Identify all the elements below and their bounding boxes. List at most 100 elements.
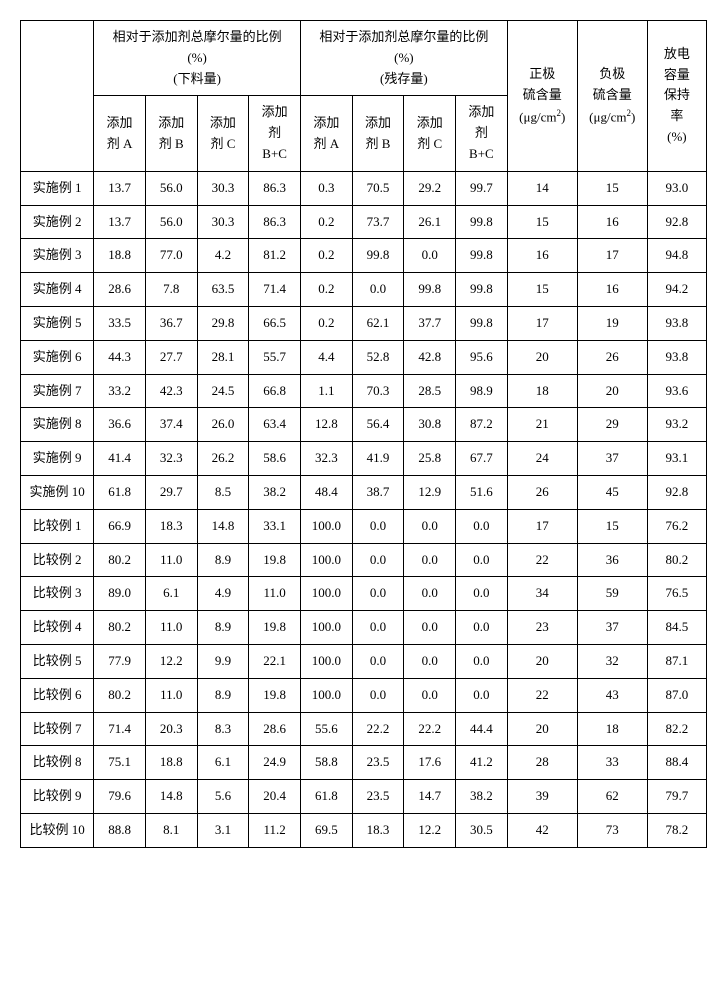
cell-b2: 0.0 xyxy=(352,678,404,712)
cell-neg: 20 xyxy=(577,374,647,408)
col-b2: 添加剂 B xyxy=(352,96,404,171)
cell-neg: 32 xyxy=(577,644,647,678)
cell-b1: 12.2 xyxy=(145,644,197,678)
cell-b1: 56.0 xyxy=(145,171,197,205)
cell-label: 实施例 8 xyxy=(21,408,94,442)
cell-b2: 0.0 xyxy=(352,644,404,678)
cell-bc2: 99.8 xyxy=(456,239,508,273)
cell-b2: 41.9 xyxy=(352,442,404,476)
cell-bc2: 98.9 xyxy=(456,374,508,408)
cell-ret: 94.8 xyxy=(647,239,706,273)
table-row: 比较例 875.118.86.124.958.823.517.641.22833… xyxy=(21,746,707,780)
cell-b2: 18.3 xyxy=(352,813,404,847)
cell-a1: 79.6 xyxy=(94,780,146,814)
cell-label: 实施例 6 xyxy=(21,340,94,374)
cell-b2: 0.0 xyxy=(352,543,404,577)
cell-a1: 33.5 xyxy=(94,306,146,340)
cell-ret: 92.8 xyxy=(647,475,706,509)
cell-a2: 0.2 xyxy=(300,306,352,340)
table-row: 实施例 941.432.326.258.632.341.925.867.7243… xyxy=(21,442,707,476)
cell-c1: 30.3 xyxy=(197,205,249,239)
cell-b2: 70.3 xyxy=(352,374,404,408)
cell-bc2: 38.2 xyxy=(456,780,508,814)
cell-ret: 93.6 xyxy=(647,374,706,408)
cell-a1: 80.2 xyxy=(94,611,146,645)
cell-label: 实施例 4 xyxy=(21,273,94,307)
cell-bc1: 33.1 xyxy=(249,509,301,543)
cell-a1: 13.7 xyxy=(94,171,146,205)
cell-b1: 36.7 xyxy=(145,306,197,340)
cell-pos: 24 xyxy=(507,442,577,476)
cell-bc1: 24.9 xyxy=(249,746,301,780)
cell-bc2: 87.2 xyxy=(456,408,508,442)
cell-bc1: 86.3 xyxy=(249,205,301,239)
cell-bc2: 44.4 xyxy=(456,712,508,746)
table-row: 比较例 280.211.08.919.8100.00.00.00.0223680… xyxy=(21,543,707,577)
cell-pos: 22 xyxy=(507,543,577,577)
table-row: 比较例 389.06.14.911.0100.00.00.00.0345976.… xyxy=(21,577,707,611)
cell-c1: 8.9 xyxy=(197,678,249,712)
neg-header: 负极 硫含量 (μg/cm2) xyxy=(577,21,647,172)
cell-bc1: 38.2 xyxy=(249,475,301,509)
cell-pos: 20 xyxy=(507,712,577,746)
cell-a2: 61.8 xyxy=(300,780,352,814)
cell-ret: 88.4 xyxy=(647,746,706,780)
col-a1: 添加剂 A xyxy=(94,96,146,171)
cell-bc2: 99.8 xyxy=(456,205,508,239)
cell-c1: 4.9 xyxy=(197,577,249,611)
col-bc2: 添加剂B+C xyxy=(456,96,508,171)
cell-b1: 14.8 xyxy=(145,780,197,814)
table-row: 比较例 577.912.29.922.1100.00.00.00.0203287… xyxy=(21,644,707,678)
table-row: 比较例 979.614.85.620.461.823.514.738.23962… xyxy=(21,780,707,814)
cell-ret: 80.2 xyxy=(647,543,706,577)
col-c2: 添加剂 C xyxy=(404,96,456,171)
cell-bc2: 0.0 xyxy=(456,611,508,645)
cell-bc1: 22.1 xyxy=(249,644,301,678)
cell-ret: 93.8 xyxy=(647,340,706,374)
cell-neg: 37 xyxy=(577,442,647,476)
cell-b1: 29.7 xyxy=(145,475,197,509)
cell-pos: 22 xyxy=(507,678,577,712)
cell-c2: 17.6 xyxy=(404,746,456,780)
cell-c1: 5.6 xyxy=(197,780,249,814)
cell-bc2: 0.0 xyxy=(456,543,508,577)
cell-b2: 73.7 xyxy=(352,205,404,239)
cell-c1: 26.0 xyxy=(197,408,249,442)
cell-label: 比较例 8 xyxy=(21,746,94,780)
cell-bc2: 0.0 xyxy=(456,644,508,678)
cell-label: 实施例 3 xyxy=(21,239,94,273)
cell-ret: 94.2 xyxy=(647,273,706,307)
cell-a1: 44.3 xyxy=(94,340,146,374)
cell-c1: 26.2 xyxy=(197,442,249,476)
row-label-header xyxy=(21,21,94,172)
cell-c2: 0.0 xyxy=(404,644,456,678)
cell-ret: 93.0 xyxy=(647,171,706,205)
cell-b1: 42.3 xyxy=(145,374,197,408)
cell-b1: 27.7 xyxy=(145,340,197,374)
cell-label: 实施例 2 xyxy=(21,205,94,239)
cell-neg: 15 xyxy=(577,509,647,543)
cell-a1: 13.7 xyxy=(94,205,146,239)
cell-pos: 17 xyxy=(507,509,577,543)
cell-bc2: 99.8 xyxy=(456,273,508,307)
cell-bc1: 19.8 xyxy=(249,611,301,645)
cell-neg: 37 xyxy=(577,611,647,645)
cell-a1: 71.4 xyxy=(94,712,146,746)
cell-bc1: 19.8 xyxy=(249,543,301,577)
cell-b2: 38.7 xyxy=(352,475,404,509)
cell-c1: 63.5 xyxy=(197,273,249,307)
cell-a2: 0.2 xyxy=(300,273,352,307)
cell-c1: 9.9 xyxy=(197,644,249,678)
cell-pos: 39 xyxy=(507,780,577,814)
cell-pos: 14 xyxy=(507,171,577,205)
cell-b1: 11.0 xyxy=(145,543,197,577)
cell-b1: 11.0 xyxy=(145,678,197,712)
cell-label: 实施例 9 xyxy=(21,442,94,476)
cell-a2: 100.0 xyxy=(300,543,352,577)
col-bc1: 添加剂B+C xyxy=(249,96,301,171)
cell-bc2: 99.8 xyxy=(456,306,508,340)
cell-bc2: 99.7 xyxy=(456,171,508,205)
cell-c1: 8.3 xyxy=(197,712,249,746)
cell-bc1: 71.4 xyxy=(249,273,301,307)
cell-c1: 8.9 xyxy=(197,543,249,577)
